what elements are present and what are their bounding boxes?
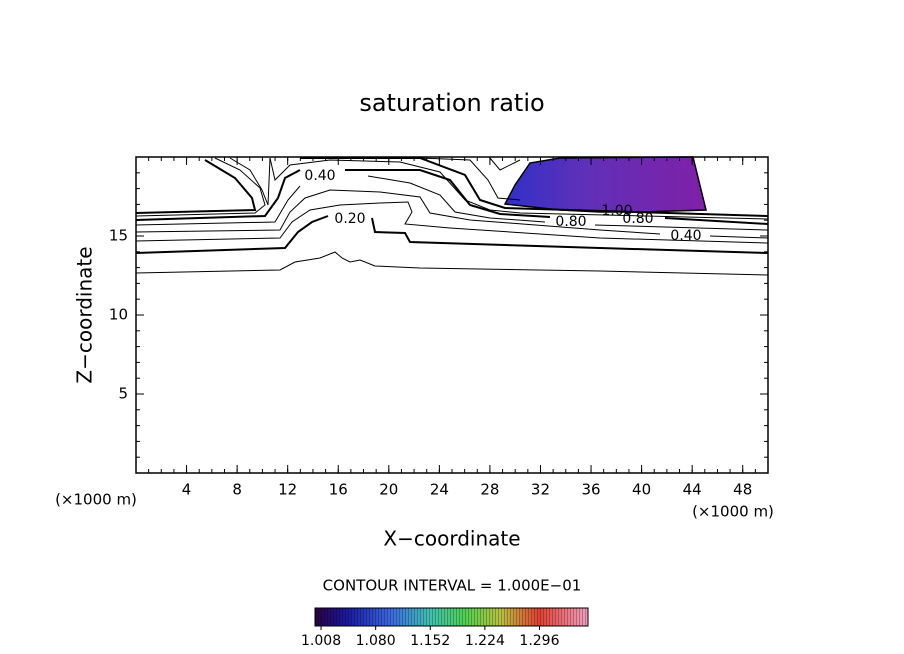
y-tick-label: 5 — [118, 385, 128, 403]
x-tick-label: 32 — [531, 481, 550, 499]
y-unit-label: (×1000 m) — [692, 503, 774, 521]
contour-label: 0.40 — [304, 168, 335, 184]
colorbar-tick-label: 1.152 — [410, 633, 450, 649]
x-tick-label: 44 — [683, 481, 702, 499]
contour-line — [135, 175, 769, 231]
colorbar-tick-label: 1.080 — [356, 633, 396, 649]
y-axis-label: Z−coordinate — [73, 246, 97, 383]
x-tick-label: 12 — [278, 481, 297, 499]
x-tick-label: 4 — [182, 481, 192, 499]
x-unit-label: (×1000 m) — [55, 491, 137, 509]
colorbar-frame — [314, 607, 589, 627]
contour-line — [419, 157, 521, 201]
contour-line — [135, 251, 769, 276]
contour-line — [135, 169, 769, 225]
contour-label: 0.80 — [555, 214, 586, 230]
contour-label: 0.80 — [622, 211, 653, 227]
x-tick-label: 8 — [232, 481, 242, 499]
contour-line — [229, 157, 271, 206]
x-tick-label: 20 — [379, 481, 398, 499]
y-tick-label: 10 — [109, 306, 128, 324]
colorbar-tick-label: 1.008 — [301, 633, 341, 649]
contour-line — [135, 157, 769, 220]
contour-label: 1.00 — [601, 203, 632, 219]
x-tick-label: 24 — [430, 481, 449, 499]
x-tick-label: 16 — [329, 481, 348, 499]
y-tick-label: 15 — [109, 227, 128, 245]
x-tick-label: 36 — [581, 481, 600, 499]
chart-title: saturation ratio — [359, 89, 544, 117]
x-tick-label: 40 — [632, 481, 651, 499]
x-tick-label: 28 — [480, 481, 499, 499]
x-tick-label: 48 — [733, 481, 752, 499]
contour-line — [135, 215, 769, 254]
contour-line — [135, 157, 769, 217]
x-axis-label: X−coordinate — [383, 527, 520, 551]
contour-line — [135, 189, 769, 239]
contour-label: 0.20 — [334, 211, 365, 227]
contour-line — [135, 201, 769, 244]
plot-area — [135, 156, 769, 276]
contour-interval: CONTOUR INTERVAL = 1.000E−01 — [323, 577, 582, 595]
colorbar-tick-label: 1.224 — [465, 633, 505, 649]
contour-label: 0.40 — [670, 228, 701, 244]
colorbar-tick-label: 1.296 — [519, 633, 559, 649]
